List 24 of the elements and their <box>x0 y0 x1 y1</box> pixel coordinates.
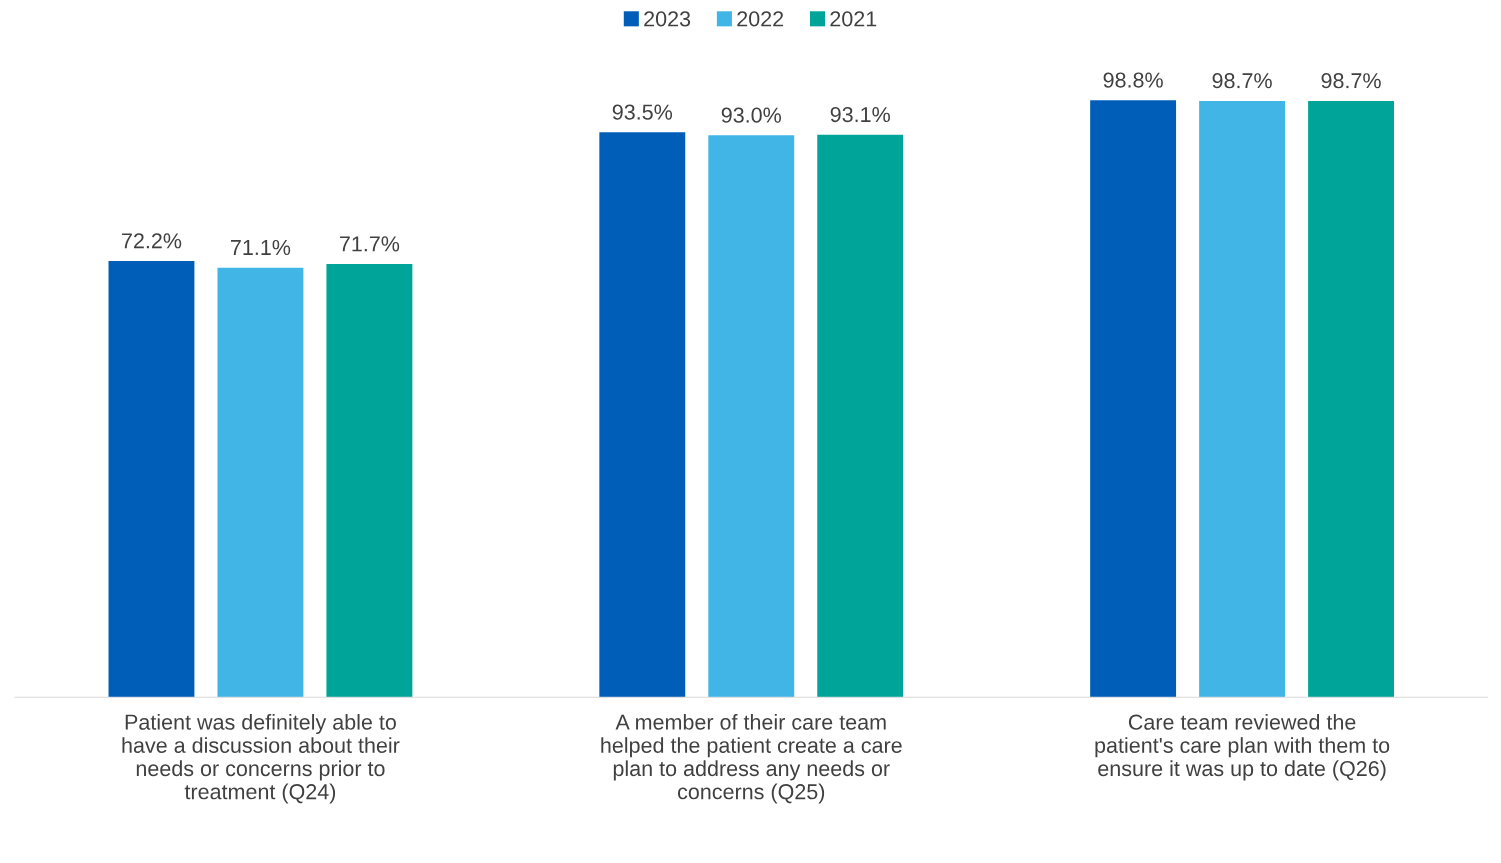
data-label: 72.2% <box>122 233 182 249</box>
legend-label: 2023 <box>644 11 691 27</box>
legend-label: 2022 <box>737 11 784 27</box>
data-label: 98.7% <box>1212 73 1272 89</box>
x-tick-label: A member of their care team helped the patient create a care plan to address any needs or concerns (Q25) <box>601 713 902 804</box>
data-label: 93.0% <box>721 107 782 123</box>
bar <box>599 132 686 698</box>
bar <box>326 264 413 698</box>
bar <box>1199 100 1286 698</box>
legend-label: 2021 <box>830 11 877 27</box>
data-label: 71.1% <box>231 239 291 255</box>
x-tick-label: Care team reviewed the patient's care plan with them to ensure it was up to date (Q26) <box>1095 713 1390 781</box>
bar <box>108 261 195 698</box>
data-label: 93.1% <box>830 106 890 123</box>
data-label: 71.7% <box>339 236 400 252</box>
bar <box>817 134 904 698</box>
bar <box>708 135 795 698</box>
data-label: 93.5% <box>612 104 673 120</box>
bar <box>1090 100 1177 698</box>
bar <box>1308 100 1394 698</box>
data-label: 98.8% <box>1103 72 1163 88</box>
x-tick-label: Patient was definitely able to have a discussion about their needs or concerns prior to treatment (Q24) <box>122 713 400 804</box>
data-label: 98.7% <box>1321 73 1381 89</box>
bar <box>217 267 304 698</box>
